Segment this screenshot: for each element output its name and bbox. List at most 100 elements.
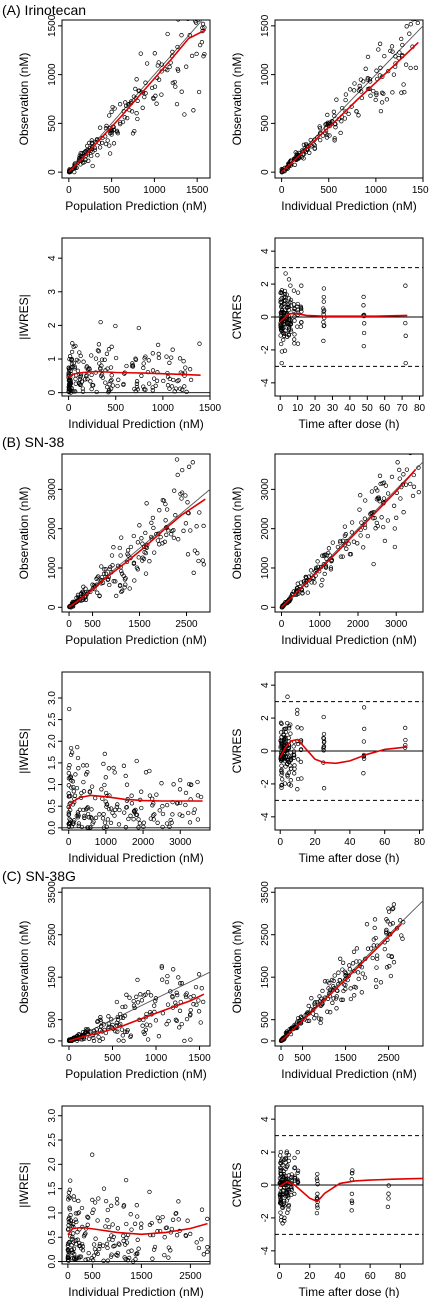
data-point — [80, 386, 85, 391]
data-point — [174, 1018, 179, 1023]
y-axis-label: |IWRES| — [17, 1162, 31, 1208]
data-point — [89, 353, 94, 358]
data-point — [120, 1033, 125, 1038]
data-point — [288, 297, 294, 303]
data-point — [332, 138, 337, 143]
data-point — [314, 1176, 320, 1181]
data-point — [175, 472, 180, 478]
x-tick-label: 0 — [65, 1271, 71, 1282]
data-point — [381, 524, 386, 530]
data-point — [93, 815, 99, 820]
y-tick-label: 3 — [47, 289, 58, 295]
data-point — [195, 779, 200, 785]
plot-area — [275, 267, 423, 367]
data-point — [129, 99, 134, 104]
data-point — [408, 481, 413, 487]
data-point — [155, 63, 160, 68]
data-point — [77, 1254, 82, 1259]
data-point — [324, 556, 329, 561]
y-tick-label: 0 — [260, 169, 271, 175]
data-point — [321, 323, 326, 329]
data-point — [329, 119, 335, 124]
data-point — [113, 579, 118, 584]
data-point — [342, 969, 347, 974]
data-point — [374, 965, 379, 970]
data-point — [361, 705, 367, 710]
plot-area — [275, 1135, 423, 1235]
data-point — [152, 812, 157, 817]
data-point — [86, 1029, 91, 1034]
data-point — [169, 820, 174, 825]
data-point — [176, 1199, 181, 1204]
data-point — [314, 1195, 320, 1200]
data-point — [361, 739, 367, 744]
data-point — [389, 44, 395, 49]
y-tick-label: 1000 — [47, 63, 58, 86]
data-point — [84, 806, 90, 811]
data-point — [125, 551, 130, 557]
data-point — [104, 824, 109, 829]
data-point — [129, 1227, 134, 1232]
data-point — [132, 1221, 138, 1226]
data-point — [171, 535, 177, 541]
data-point — [100, 1036, 105, 1041]
data-point — [144, 501, 149, 506]
data-point — [363, 66, 368, 71]
data-point — [95, 1019, 100, 1024]
x-tick-label: 40 — [334, 1271, 346, 1282]
data-point — [195, 1, 199, 5]
data-point — [91, 819, 96, 824]
data-point — [282, 291, 288, 297]
data-point — [331, 109, 337, 114]
data-point — [124, 804, 130, 810]
data-point — [292, 1191, 297, 1197]
data-point — [312, 1001, 317, 1006]
panel-b3: 0 1000 2000 3000 0.0 0.5 1.0 1.5 2.0 2.5 3.0 Indivi… — [17, 671, 211, 865]
panel-c4: 0 20 40 60 80 -4 -2 0 2 4 Time after dose (h) CWRES — [230, 1105, 424, 1298]
plot-area — [62, 319, 210, 395]
data-point — [144, 1011, 149, 1017]
data-point — [146, 358, 151, 363]
data-point — [139, 998, 145, 1003]
y-tick-label: 3.0 — [47, 1108, 58, 1122]
x-tick-label: 2000 — [132, 837, 155, 848]
data-point — [151, 817, 156, 822]
data-point — [72, 364, 77, 369]
data-point — [356, 113, 361, 118]
data-point — [153, 1018, 159, 1023]
data-point — [115, 1017, 121, 1022]
data-point — [286, 317, 291, 322]
data-point — [320, 577, 325, 583]
data-point — [111, 545, 116, 550]
data-point — [299, 776, 304, 781]
data-point — [140, 1023, 145, 1028]
data-point — [177, 1025, 182, 1030]
data-point — [66, 1194, 71, 1199]
data-point — [143, 550, 149, 556]
data-point — [179, 20, 182, 21]
data-point — [167, 376, 172, 382]
data-point — [371, 88, 376, 94]
data-point — [327, 123, 332, 129]
data-point — [280, 326, 285, 331]
y-tick-label: 1 — [47, 356, 58, 362]
data-point — [295, 1177, 300, 1182]
data-point — [89, 807, 94, 812]
data-point — [150, 351, 155, 356]
data-point — [72, 1238, 77, 1243]
data-point — [326, 121, 331, 126]
data-point — [66, 812, 72, 817]
data-point — [338, 130, 343, 136]
x-tick-label: 500 — [84, 619, 101, 630]
data-point — [281, 1201, 287, 1206]
data-point — [119, 535, 124, 540]
y-axis-label: CWRES — [230, 1163, 244, 1208]
data-point — [81, 763, 86, 768]
data-point — [115, 1226, 121, 1231]
data-point — [108, 806, 114, 811]
y-tick-label: 1500 — [260, 966, 271, 989]
data-point — [334, 1006, 339, 1011]
y-tick-label: -2 — [260, 345, 271, 354]
data-point — [174, 1233, 180, 1238]
data-point — [193, 984, 199, 990]
